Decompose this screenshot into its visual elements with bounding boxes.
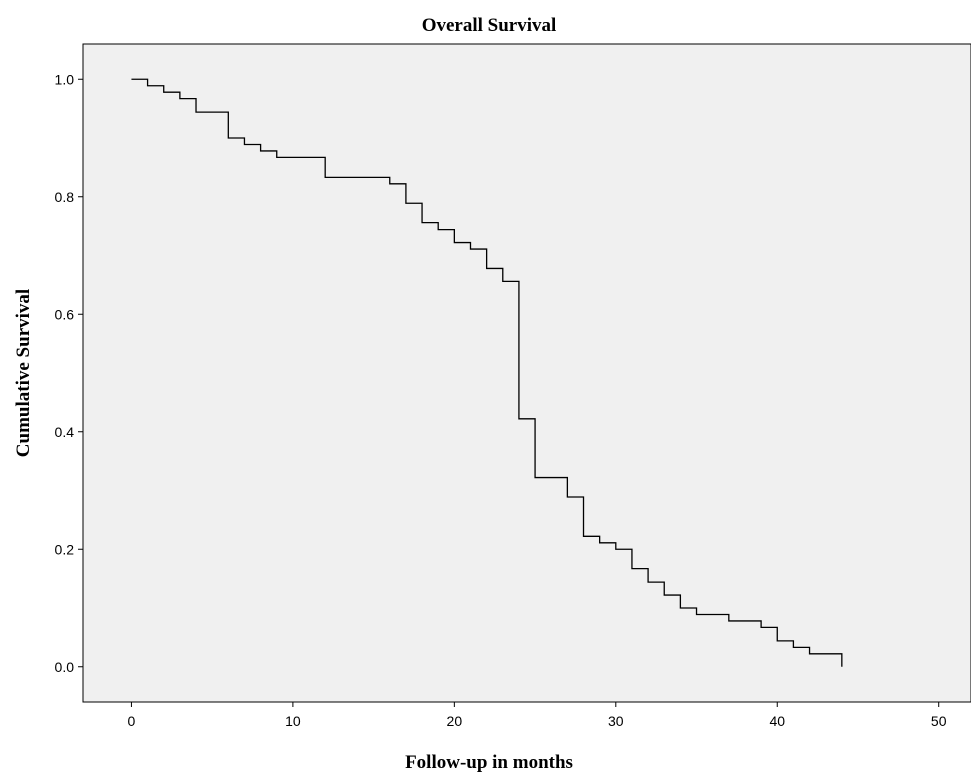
y-tick-label: 0.8 [55, 189, 75, 205]
y-tick-label: 0.6 [55, 306, 75, 322]
y-tick-label: 1.0 [55, 71, 75, 87]
y-tick-label: 0.4 [55, 424, 75, 440]
survival-curve-line [131, 78, 843, 667]
chart-title: Overall Survival [422, 15, 557, 36]
x-axis-label: Follow-up in months [405, 752, 573, 773]
y-axis-label: Cumulative Survival [13, 289, 34, 457]
x-tick-label: 10 [285, 713, 301, 729]
y-tick-label: 0.2 [55, 541, 75, 557]
x-tick-label: 20 [447, 713, 463, 729]
y-tick-label: 0.0 [55, 659, 75, 675]
x-tick-label: 50 [931, 713, 947, 729]
y-axis: 0.0 0.2 0.4 0.6 0.8 1.0 [55, 71, 83, 675]
plot-area [82, 43, 971, 703]
x-axis: 0 10 20 30 40 50 [128, 702, 947, 729]
x-tick-label: 0 [128, 713, 136, 729]
x-tick-label: 40 [769, 713, 785, 729]
x-tick-label: 30 [608, 713, 624, 729]
